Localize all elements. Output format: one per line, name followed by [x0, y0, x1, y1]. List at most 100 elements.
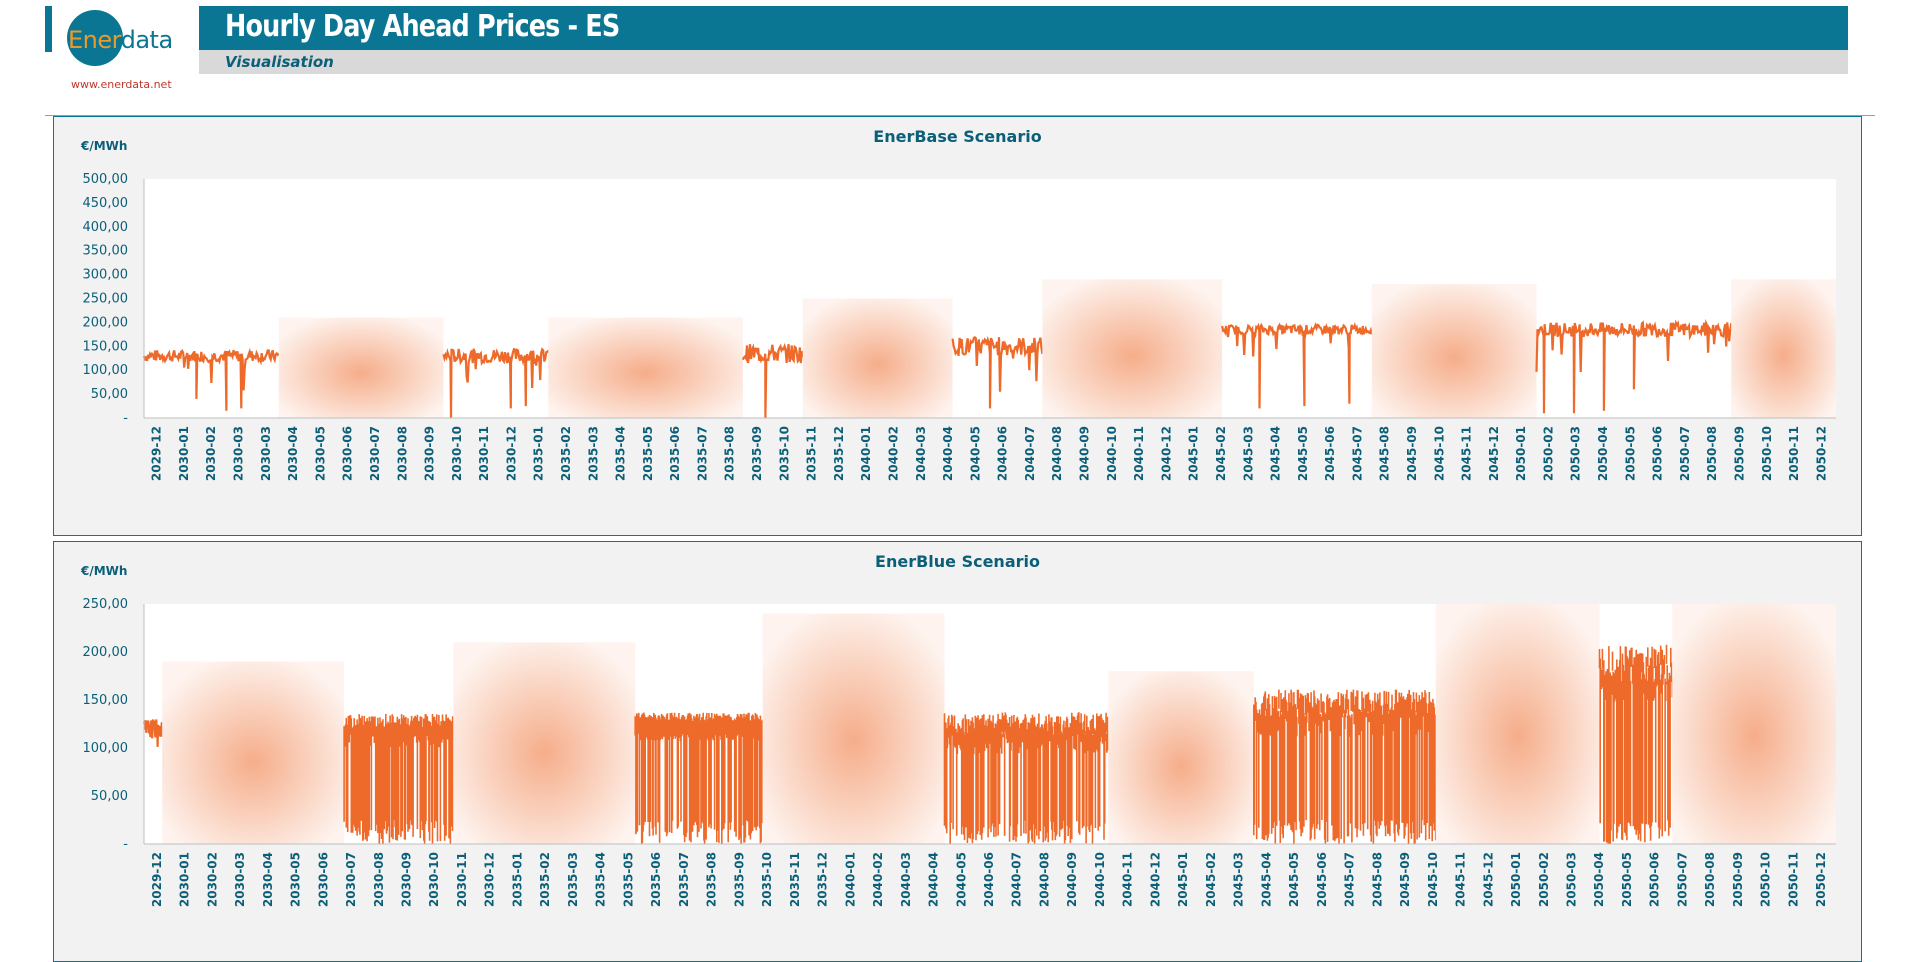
x-tick-label: 2045-09 — [1405, 426, 1419, 481]
x-tick-label: 2030-05 — [313, 426, 327, 481]
logo-url[interactable]: www.enerdata.net — [71, 78, 172, 91]
y-tick-label: 350,00 — [83, 244, 129, 259]
y-tick-label: - — [123, 837, 128, 852]
x-tick-label: 2045-06 — [1315, 852, 1329, 907]
x-tick-label: 2040-04 — [941, 426, 955, 481]
page-header: Hourly Day Ahead Prices - ES — [199, 6, 1848, 50]
x-tick-label: 2045-03 — [1241, 426, 1255, 481]
x-tick-label: 2030-03 — [233, 852, 247, 907]
y-tick-label: 150,00 — [83, 339, 129, 354]
x-tick-label: 2035-02 — [559, 426, 573, 481]
x-tick-label: 2035-04 — [614, 426, 628, 481]
x-tick-label: 2045-11 — [1454, 852, 1468, 907]
x-tick-label: 2035-12 — [816, 852, 830, 907]
x-tick-label: 2035-07 — [695, 426, 709, 481]
x-tick-label: 2050-10 — [1760, 426, 1774, 481]
x-tick-label: 2045-05 — [1287, 852, 1301, 907]
series-line — [142, 347, 280, 411]
x-tick-label: 2050-03 — [1564, 852, 1578, 907]
x-tick-label: 2045-07 — [1343, 852, 1357, 907]
x-tick-label: 2030-10 — [450, 426, 464, 481]
logo-accent-bar — [45, 6, 52, 52]
y-tick-label: 200,00 — [83, 315, 129, 330]
x-tick-label: 2040-04 — [927, 852, 941, 907]
x-tick-label: 2045-10 — [1432, 426, 1446, 481]
x-tick-label: 2050-06 — [1651, 426, 1665, 481]
y-tick-label: 500,00 — [83, 172, 129, 187]
x-tick-label: 2040-01 — [843, 852, 857, 907]
chart-title: EnerBlue Scenario — [875, 552, 1040, 571]
x-tick-label: 2050-08 — [1705, 426, 1719, 481]
x-tick-label: 2045-11 — [1460, 426, 1474, 481]
x-tick-label: 2040-07 — [1023, 426, 1037, 481]
x-tick-label: 2045-06 — [1323, 426, 1337, 481]
x-tick-label: 2040-08 — [1037, 852, 1051, 907]
x-tick-label: 2050-05 — [1623, 426, 1637, 481]
x-tick-label: 2030-08 — [395, 426, 409, 481]
x-tick-label: 2030-07 — [344, 852, 358, 907]
enerblue-chart-panel: EnerBlue Scenario €/MWh - 50,00 100,00 150,… — [53, 541, 1862, 962]
x-tick-label: 2030-02 — [205, 852, 219, 907]
x-tick-label: 2035-02 — [538, 852, 552, 907]
y-tick-label: 50,00 — [91, 789, 128, 804]
x-tick-label: 2045-10 — [1426, 852, 1440, 907]
x-tick-label: 2045-12 — [1481, 852, 1495, 907]
y-axis-unit: €/MWh — [81, 139, 128, 153]
x-tick-label: 2050-12 — [1814, 426, 1828, 481]
x-tick-label: 2035-05 — [621, 852, 635, 907]
page-title: Hourly Day Ahead Prices - ES — [225, 9, 620, 44]
logo-wordmark: Enerdata — [68, 26, 173, 54]
x-tick-label: 2030-06 — [341, 426, 355, 481]
x-tick-label: 2045-12 — [1487, 426, 1501, 481]
x-tick-label: 2030-10 — [427, 852, 441, 907]
faded-series-area — [1672, 604, 1836, 844]
y-tick-label: 50,00 — [91, 387, 128, 402]
series-band — [634, 712, 764, 844]
series-line — [741, 342, 804, 419]
x-tick-label: 2030-06 — [316, 852, 330, 907]
x-tick-label: 2040-01 — [859, 426, 873, 481]
x-tick-label: 2045-08 — [1378, 426, 1392, 481]
x-tick-label: 2050-04 — [1596, 426, 1610, 481]
x-tick-label: 2030-07 — [368, 426, 382, 481]
chart-title: EnerBase Scenario — [873, 127, 1042, 146]
x-tick-label: 2050-06 — [1648, 852, 1662, 907]
x-tick-label: 2045-04 — [1259, 852, 1273, 907]
x-tick-label: 2035-01 — [510, 852, 524, 907]
series-line — [951, 335, 1044, 409]
x-tick-label: 2035-04 — [594, 852, 608, 907]
x-tick-label: 2040-06 — [982, 852, 996, 907]
x-tick-label: 2035-06 — [649, 852, 663, 907]
x-tick-label: 2040-09 — [1065, 852, 1079, 907]
series-line — [1535, 318, 1733, 414]
y-tick-label: 150,00 — [83, 693, 129, 708]
x-tick-label: 2040-08 — [1050, 426, 1064, 481]
x-tick-label: 2050-12 — [1814, 852, 1828, 907]
faded-series-area — [453, 642, 636, 844]
x-tick-label: 2050-09 — [1731, 852, 1745, 907]
x-tick-label: 2050-01 — [1509, 852, 1523, 907]
y-tick-label: 250,00 — [83, 597, 129, 612]
series-band — [943, 712, 1110, 844]
y-tick-label: 100,00 — [83, 741, 129, 756]
faded-series-area — [1042, 279, 1223, 418]
x-tick-label: 2030-12 — [504, 426, 518, 481]
faded-series-area — [1731, 279, 1836, 418]
y-tick-label: 250,00 — [83, 292, 129, 307]
x-tick-label: 2050-11 — [1787, 426, 1801, 481]
x-tick-label: 2029-12 — [150, 852, 164, 907]
x-tick-label: 2040-11 — [1132, 426, 1146, 481]
x-tick-label: 2030-01 — [178, 852, 192, 907]
x-tick-label: 2035-12 — [832, 426, 846, 481]
header-divider — [45, 115, 1875, 116]
x-tick-label: 2035-10 — [777, 426, 791, 481]
x-tick-label: 2035-06 — [668, 426, 682, 481]
x-tick-label: 2050-07 — [1675, 852, 1689, 907]
faded-series-area — [548, 317, 743, 418]
series-band — [1253, 689, 1437, 844]
x-tick-label: 2045-09 — [1398, 852, 1412, 907]
series-line — [442, 347, 550, 419]
x-tick-label: 2035-08 — [723, 426, 737, 481]
x-tick-label: 2035-01 — [532, 426, 546, 481]
x-tick-label: 2030-11 — [455, 852, 469, 907]
